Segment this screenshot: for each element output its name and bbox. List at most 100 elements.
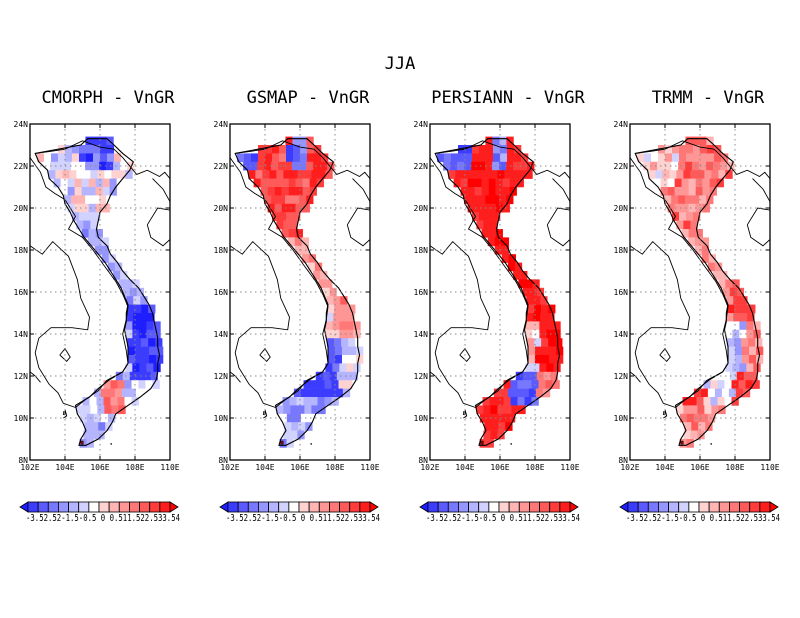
y-tick-label: 24N	[414, 120, 429, 129]
data-cell	[350, 371, 359, 381]
data-cell	[317, 397, 325, 406]
data-cell	[472, 153, 480, 163]
data-cell	[104, 170, 112, 179]
data-cell	[746, 363, 754, 373]
data-cell	[493, 212, 501, 221]
data-cell	[106, 195, 114, 205]
data-cell	[132, 279, 140, 289]
data-cell	[465, 145, 473, 154]
data-cell	[89, 397, 97, 406]
data-cell	[44, 153, 52, 163]
data-cell	[295, 187, 303, 196]
data-cell	[674, 178, 682, 188]
data-cell	[60, 187, 68, 196]
x-tick-label: 106E	[690, 463, 709, 472]
data-cell	[314, 145, 322, 154]
data-cell	[525, 329, 533, 339]
data-cell	[716, 178, 724, 188]
data-cell	[302, 178, 310, 188]
data-cell	[260, 178, 268, 188]
data-cell	[526, 296, 534, 305]
data-cell	[490, 405, 498, 415]
data-cell	[489, 397, 497, 406]
colorbar-box	[658, 501, 669, 513]
data-cell	[308, 254, 317, 263]
data-cell	[129, 371, 138, 381]
colorbar-box	[627, 501, 639, 513]
data-cell	[507, 413, 516, 423]
map-cmorph: 102E 104E 106E 108E 110E 24N 22N 20N 18N 16N 14N 12…	[14, 120, 180, 472]
data-cell	[664, 161, 672, 171]
data-cell	[721, 153, 729, 163]
data-cell	[499, 161, 507, 171]
x-tick-label: 106E	[90, 463, 109, 472]
data-cell	[683, 430, 691, 440]
data-cell	[486, 145, 494, 154]
data-cell	[260, 187, 268, 196]
data-cell	[533, 313, 541, 322]
data-cell	[479, 153, 487, 163]
data-cell	[271, 161, 279, 171]
data-cell	[667, 187, 675, 196]
data-cell	[114, 262, 123, 272]
colorbar-box	[37, 501, 49, 513]
data-cell	[520, 161, 528, 171]
data-cell	[655, 170, 663, 179]
colorbar-box	[539, 501, 551, 513]
data-cell	[304, 405, 312, 415]
data-cell	[685, 136, 693, 146]
colorbar-box	[508, 501, 520, 513]
data-cell	[725, 170, 733, 179]
data-cell	[325, 363, 333, 373]
data-cell	[541, 338, 549, 347]
boundary-line	[552, 178, 571, 202]
data-cell	[437, 153, 445, 163]
data-cell	[356, 346, 364, 356]
data-cell	[525, 170, 533, 179]
data-cell	[749, 355, 757, 364]
data-cell	[278, 195, 286, 205]
panel-trmm: TRMM - VnGR 102E 104E 106E 108E 110E 24N 22N 20…	[614, 88, 800, 538]
data-cell	[453, 178, 461, 188]
data-cell	[548, 338, 556, 347]
colorbar-box	[749, 501, 761, 513]
data-cell	[300, 413, 309, 423]
data-cell	[546, 321, 554, 331]
data-cell	[485, 136, 493, 146]
data-cell	[114, 388, 123, 398]
data-cell	[133, 313, 141, 322]
data-cell	[517, 397, 525, 406]
data-cell	[483, 405, 491, 415]
data-cell	[284, 422, 292, 431]
boundary-line	[752, 178, 771, 202]
data-cell	[313, 271, 321, 280]
colorbar-trmm: -3.52.52-1.5-0.5 0 0.511.522.533.54	[619, 501, 780, 524]
data-cell	[706, 161, 714, 171]
data-cell	[510, 380, 518, 389]
y-tick-label: 24N	[614, 120, 629, 129]
data-cell	[293, 212, 301, 221]
data-cell	[493, 388, 502, 398]
data-cell	[696, 397, 704, 406]
data-cell	[126, 296, 134, 305]
data-cell	[307, 413, 316, 423]
data-cell	[74, 187, 82, 196]
data-cell	[125, 329, 133, 339]
colorbar-box	[329, 501, 340, 513]
data-cell	[132, 363, 140, 373]
data-cell	[79, 413, 88, 423]
data-cell	[501, 254, 510, 263]
data-cell	[339, 321, 347, 331]
data-cell	[671, 161, 679, 171]
data-cell	[300, 145, 308, 154]
data-cell	[347, 313, 355, 322]
colorbar-box	[478, 501, 490, 513]
x-tick-label: 108E	[525, 463, 544, 472]
data-cell	[145, 380, 153, 389]
data-cell	[81, 178, 89, 188]
data-cell	[65, 145, 73, 154]
data-cell	[127, 304, 135, 314]
data-cell	[637, 153, 645, 163]
data-cell	[726, 296, 734, 305]
data-cell	[292, 195, 300, 205]
